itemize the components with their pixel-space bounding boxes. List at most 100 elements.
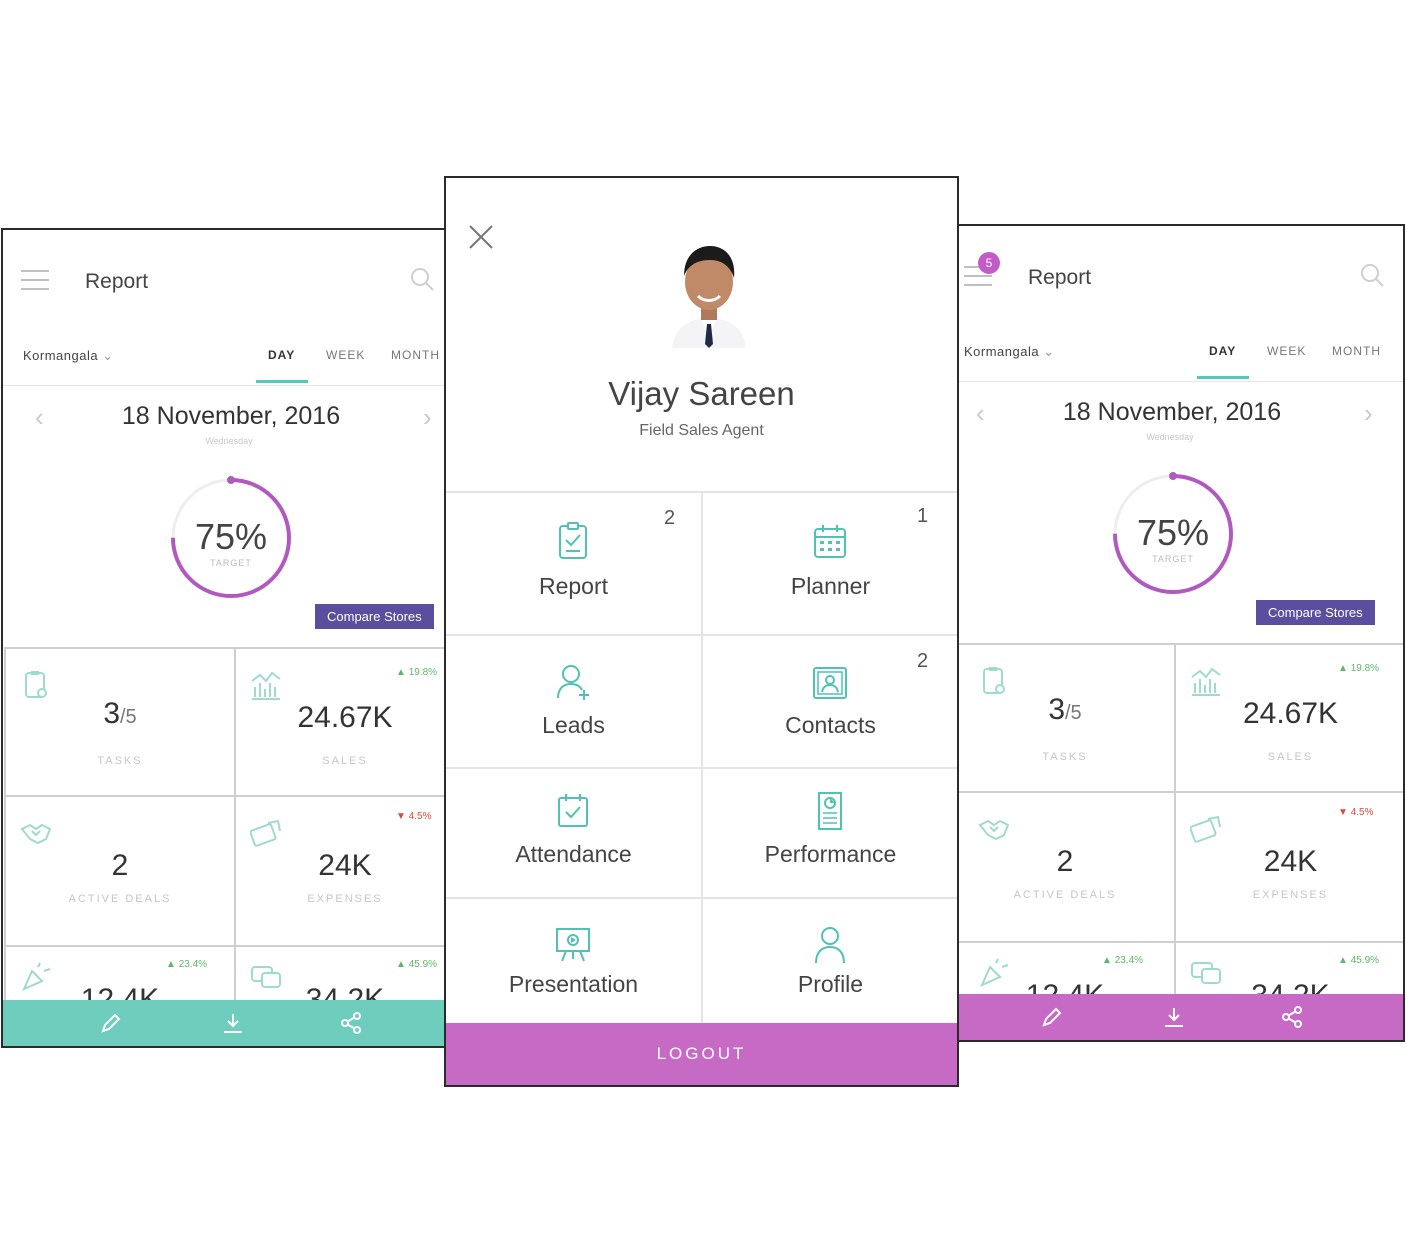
target-percent: 75% [194, 516, 268, 557]
party-icon [980, 958, 1009, 987]
report-weekday: Wednesday [1146, 432, 1194, 442]
expenses-tile[interactable]: ▼ 4.5% 24K EXPENSES [1174, 791, 1403, 943]
up-arrow-icon: ▲ [396, 667, 406, 678]
menu-item-leads[interactable]: Leads [446, 636, 701, 767]
tab-day[interactable]: DAY [1209, 344, 1237, 358]
menu-item-label: Contacts [785, 712, 876, 738]
divider [701, 491, 703, 1024]
page-title: Report [85, 270, 149, 293]
user-name: Vijay Sareen [608, 375, 795, 412]
contact-card-icon [813, 667, 847, 699]
menu-item-contacts[interactable]: Contacts 2 [703, 636, 957, 767]
tasks-value: 3/5 [1048, 693, 1082, 726]
chevron-down-icon: ⌄ [1043, 344, 1055, 359]
report-date: 18 November, 2016 [121, 402, 341, 430]
bottom-action-bar [3, 1000, 447, 1046]
sales-tile[interactable]: ▲ 19.8% 24.67K SALES [1174, 643, 1403, 793]
active-deals-tile[interactable]: 2 ACTIVE DEALS [958, 791, 1176, 943]
calendar-icon [814, 525, 846, 558]
sales-label: SALES [322, 755, 368, 767]
menu-item-label: Presentation [508, 971, 639, 997]
compare-stores-button[interactable]: Compare Stores [315, 604, 434, 629]
menu-item-label: Attendance [515, 841, 632, 867]
active-deals-tile[interactable]: 2 ACTIVE DEALS [4, 795, 236, 947]
logout-button[interactable]: LOGOUT [446, 1023, 957, 1085]
celebration-delta: ▲ 23.4% [1102, 955, 1144, 966]
notification-badge: 5 [978, 252, 1000, 274]
document-chart-icon [818, 792, 842, 830]
sales-tile[interactable]: ▲ 19.8% 24.67K SALES [234, 647, 447, 797]
share-icon[interactable] [339, 1011, 363, 1035]
report-header: Report [3, 230, 447, 340]
down-arrow-icon: ▼ [396, 811, 406, 822]
target-progress-ring [171, 476, 291, 598]
active-tab-indicator [256, 380, 308, 383]
hamburger-menu-icon[interactable] [21, 270, 49, 292]
divider [3, 385, 447, 386]
download-icon[interactable] [1162, 1005, 1186, 1029]
chat-icon [251, 966, 281, 988]
handshake-icon [978, 819, 1010, 841]
menu-item-count: 1 [917, 505, 929, 527]
chat-delta: ▲ 45.9% [396, 959, 438, 970]
menu-item-label: Profile [797, 971, 864, 997]
search-icon[interactable] [1359, 262, 1385, 288]
tasks-tile[interactable]: 3/5 TASKS [958, 643, 1176, 793]
tab-week[interactable]: WEEK [326, 348, 366, 362]
menu-item-report[interactable]: Report 2 [446, 493, 701, 634]
expenses-delta: ▼ 4.5% [1338, 807, 1374, 818]
menu-item-performance[interactable]: Performance [703, 769, 957, 897]
menu-item-presentation[interactable]: Presentation [446, 899, 701, 1024]
report-screen-right: 5 Report Kormangala ⌄ DAY WEEK MONTH ‹ ›… [956, 224, 1405, 1042]
sales-value: 24.67K [1242, 697, 1339, 730]
target-label: TARGET [1152, 554, 1194, 564]
download-icon[interactable] [221, 1011, 245, 1035]
tab-month[interactable]: MONTH [1332, 344, 1381, 358]
clipboard-icon [25, 671, 47, 698]
check-calendar-icon [558, 794, 588, 827]
celebration-delta: ▲ 23.4% [166, 959, 208, 970]
active-deals-label: ACTIVE DEALS [68, 893, 172, 905]
location-label: Kormangala [964, 344, 1040, 359]
close-icon[interactable] [466, 222, 496, 252]
sales-label: SALES [1267, 751, 1314, 763]
menu-item-profile[interactable]: Profile [703, 899, 957, 1024]
active-deals-value: 2 [1056, 845, 1074, 878]
page-title: Report [1028, 266, 1092, 289]
location-dropdown[interactable]: Kormangala ⌄ [23, 348, 114, 364]
menu-item-attendance[interactable]: Attendance [446, 769, 701, 897]
bar-chart-icon [1191, 667, 1221, 696]
tab-week[interactable]: WEEK [1267, 344, 1307, 358]
tasks-label: TASKS [97, 755, 143, 767]
expenses-tile[interactable]: ▼ 4.5% 24K EXPENSES [234, 795, 447, 947]
next-date-icon[interactable]: › [1364, 398, 1373, 428]
location-dropdown[interactable]: Kormangala ⌄ [964, 344, 1055, 360]
search-icon[interactable] [409, 266, 435, 292]
edit-icon[interactable] [1040, 1005, 1064, 1029]
party-icon [22, 962, 51, 991]
tab-day[interactable]: DAY [268, 348, 296, 362]
down-arrow-icon: ▼ [1338, 807, 1348, 818]
presentation-board-icon [556, 928, 590, 962]
money-icon [250, 819, 281, 847]
prev-date-icon[interactable]: ‹ [976, 398, 985, 428]
chat-icon [1191, 962, 1221, 984]
edit-icon[interactable] [99, 1011, 123, 1035]
prev-date-icon[interactable]: ‹ [35, 402, 44, 432]
target-label: TARGET [210, 558, 252, 568]
share-icon[interactable] [1280, 1005, 1304, 1029]
chevron-down-icon: ⌄ [102, 348, 114, 363]
target-progress-ring [1113, 472, 1233, 594]
next-date-icon[interactable]: › [423, 402, 432, 432]
tasks-tile[interactable]: 3/5 TASKS [4, 647, 236, 797]
navigation-menu-screen: Vijay Sareen Field Sales Agent Report 2 … [444, 176, 959, 1087]
menu-item-planner[interactable]: Planner 1 [703, 493, 957, 634]
up-arrow-icon: ▲ [1338, 663, 1348, 674]
expenses-value: 24K [318, 849, 372, 882]
handshake-icon [20, 823, 52, 845]
up-arrow-icon: ▲ [166, 959, 176, 970]
compare-stores-button[interactable]: Compare Stores [1256, 600, 1375, 625]
tab-month[interactable]: MONTH [391, 348, 440, 362]
report-weekday: Wednesday [205, 436, 253, 446]
bar-chart-icon [251, 671, 281, 700]
